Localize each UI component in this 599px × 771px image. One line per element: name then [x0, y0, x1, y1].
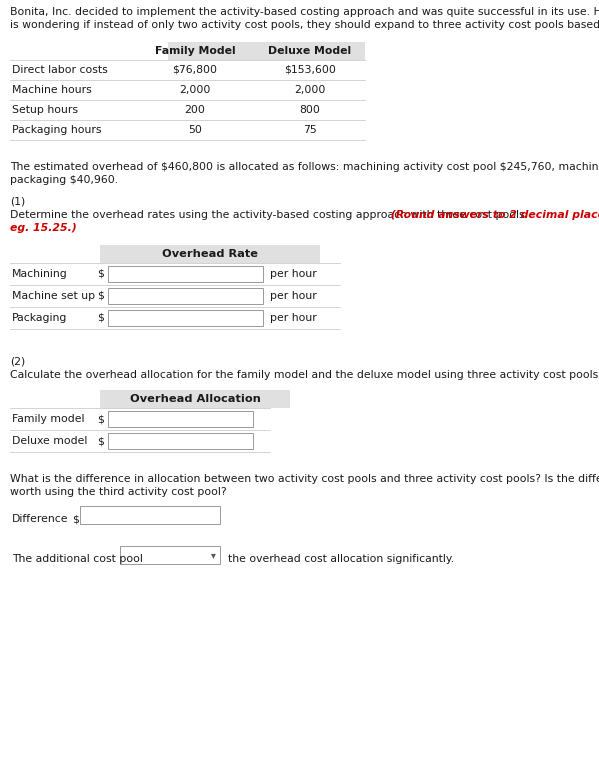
Bar: [108, 288, 263, 304]
Text: Determine the overhead rates using the activity-based costing approach with thre: Determine the overhead rates using the a…: [10, 210, 528, 220]
Text: eg. 15.25.): eg. 15.25.): [10, 223, 77, 233]
Text: 2,000: 2,000: [179, 85, 211, 95]
Text: $: $: [97, 414, 104, 424]
Text: ▾: ▾: [211, 550, 216, 560]
Text: Deluxe Model: Deluxe Model: [268, 46, 352, 56]
Text: 800: 800: [300, 105, 320, 115]
Text: Packaging: Packaging: [12, 313, 67, 323]
Text: Family Model: Family Model: [155, 46, 235, 56]
Bar: [108, 411, 253, 427]
Text: Overhead Rate: Overhead Rate: [162, 249, 258, 259]
Text: $76,800: $76,800: [173, 65, 217, 75]
Bar: [108, 433, 253, 449]
Text: Direct labor costs: Direct labor costs: [12, 65, 108, 75]
Text: The additional cost pool: The additional cost pool: [12, 554, 143, 564]
Text: The estimated overhead of $460,800 is allocated as follows: machining activity c: The estimated overhead of $460,800 is al…: [10, 162, 599, 172]
Text: Difference: Difference: [12, 514, 68, 524]
Bar: [80, 506, 220, 524]
Text: $: $: [97, 436, 104, 446]
Text: $: $: [97, 313, 104, 323]
Text: $: $: [97, 291, 104, 301]
Bar: [100, 245, 320, 263]
Text: Machine hours: Machine hours: [12, 85, 92, 95]
Bar: [108, 310, 263, 326]
Text: (Round answers to 2 decimal places,: (Round answers to 2 decimal places,: [386, 210, 599, 220]
Text: per hour: per hour: [270, 291, 317, 301]
Text: Machine set up: Machine set up: [12, 291, 95, 301]
Text: (1): (1): [10, 197, 25, 207]
Text: Family model: Family model: [12, 414, 84, 424]
Text: $: $: [97, 269, 104, 279]
Text: Packaging hours: Packaging hours: [12, 125, 101, 135]
Text: What is the difference in allocation between two activity cost pools and three a: What is the difference in allocation bet…: [10, 474, 599, 484]
Text: $: $: [72, 514, 79, 524]
Text: per hour: per hour: [270, 313, 317, 323]
Bar: [100, 390, 290, 408]
Bar: [168, 42, 365, 60]
Text: Overhead Allocation: Overhead Allocation: [129, 394, 261, 404]
Text: (2): (2): [10, 357, 25, 367]
Text: 50: 50: [188, 125, 202, 135]
Bar: [120, 546, 220, 564]
Text: worth using the third activity cost pool?: worth using the third activity cost pool…: [10, 487, 226, 497]
Text: Setup hours: Setup hours: [12, 105, 78, 115]
Text: 200: 200: [184, 105, 205, 115]
Text: Deluxe model: Deluxe model: [12, 436, 87, 446]
Text: Bonita, Inc. decided to implement the activity-based costing approach and was qu: Bonita, Inc. decided to implement the ac…: [10, 7, 599, 17]
Text: Machining: Machining: [12, 269, 68, 279]
Text: 2,000: 2,000: [294, 85, 326, 95]
Text: $153,600: $153,600: [284, 65, 336, 75]
Text: the overhead cost allocation significantly.: the overhead cost allocation significant…: [228, 554, 454, 564]
Text: packaging $40,960.: packaging $40,960.: [10, 175, 118, 185]
Text: per hour: per hour: [270, 269, 317, 279]
Bar: [108, 266, 263, 282]
Text: 75: 75: [303, 125, 317, 135]
Text: Calculate the overhead allocation for the family model and the deluxe model usin: Calculate the overhead allocation for th…: [10, 370, 599, 380]
Text: is wondering if instead of only two activity cost pools, they should expand to t: is wondering if instead of only two acti…: [10, 20, 599, 30]
